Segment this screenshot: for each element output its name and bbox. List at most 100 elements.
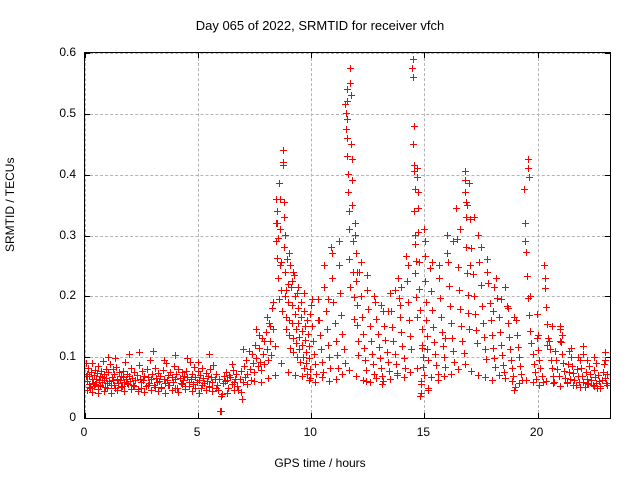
data-point	[222, 368, 230, 376]
data-point	[488, 376, 496, 384]
data-point	[571, 376, 579, 384]
data-point	[86, 384, 94, 392]
data-point	[411, 162, 419, 170]
data-point	[140, 377, 148, 385]
data-point	[107, 389, 115, 397]
data-point	[274, 219, 282, 227]
data-point	[91, 381, 99, 389]
data-point	[560, 359, 568, 367]
data-point	[454, 365, 462, 373]
data-point	[573, 365, 581, 373]
data-point	[251, 368, 259, 376]
data-point	[511, 314, 519, 322]
data-point	[488, 331, 496, 339]
data-point	[114, 375, 122, 383]
data-point	[145, 379, 153, 387]
data-point	[219, 380, 227, 388]
y-tick-label: 0.2	[59, 288, 76, 303]
data-point	[364, 271, 372, 279]
data-point	[562, 374, 570, 382]
data-point	[504, 319, 512, 327]
y-tick-mark-right	[605, 113, 610, 115]
data-point	[392, 360, 400, 368]
data-point	[448, 370, 456, 378]
data-point	[497, 341, 505, 349]
data-point	[148, 386, 156, 394]
data-point	[373, 374, 381, 382]
data-point	[166, 382, 174, 390]
data-point	[225, 385, 233, 393]
data-point	[306, 365, 314, 373]
data-point	[235, 387, 243, 395]
data-point	[565, 368, 573, 376]
data-point	[597, 383, 605, 391]
data-point	[134, 385, 142, 393]
data-point	[168, 387, 176, 395]
data-point	[215, 387, 222, 395]
data-point	[444, 259, 452, 267]
data-point	[446, 303, 454, 311]
data-point	[597, 385, 605, 393]
data-point	[216, 375, 224, 383]
data-point	[359, 376, 367, 384]
data-point	[442, 335, 450, 343]
data-point	[458, 323, 466, 331]
data-point	[398, 283, 406, 291]
data-point	[468, 368, 476, 376]
data-point	[102, 384, 110, 392]
data-point	[451, 358, 459, 366]
data-point	[153, 379, 161, 387]
data-point	[289, 335, 297, 343]
data-point	[501, 369, 509, 377]
data-point	[246, 365, 254, 373]
data-point	[259, 335, 267, 343]
data-point	[278, 308, 286, 316]
data-point	[462, 189, 470, 197]
data-point	[493, 274, 501, 282]
data-point	[348, 177, 356, 185]
data-point	[500, 361, 508, 369]
data-point	[545, 334, 553, 342]
x-tick-label: 10	[303, 425, 317, 439]
y-tick-label: 0.1	[59, 349, 76, 364]
data-point	[356, 268, 364, 276]
data-point	[165, 371, 173, 379]
data-point	[284, 280, 292, 288]
x-tick-mark	[311, 413, 313, 418]
data-point	[212, 385, 220, 393]
data-point	[291, 371, 299, 379]
data-point	[428, 307, 436, 315]
data-point	[523, 273, 531, 281]
data-point	[502, 374, 510, 382]
data-point	[422, 277, 430, 285]
data-point	[591, 374, 599, 382]
x-tick-label: 20	[529, 425, 544, 439]
data-point	[233, 370, 241, 378]
data-point	[453, 236, 461, 244]
data-point	[179, 377, 187, 385]
data-point	[328, 244, 336, 252]
data-point	[117, 384, 125, 392]
data-point	[143, 366, 151, 374]
data-point	[363, 367, 371, 375]
data-point	[546, 346, 554, 354]
data-point	[245, 347, 253, 355]
data-point	[496, 328, 504, 336]
data-point	[377, 301, 385, 309]
data-point	[124, 380, 132, 388]
data-point	[241, 362, 249, 370]
data-point	[484, 256, 492, 264]
data-point	[603, 381, 610, 389]
data-point	[389, 324, 397, 332]
data-point	[190, 381, 198, 389]
data-point	[331, 320, 339, 328]
data-point	[217, 407, 225, 415]
data-point	[587, 370, 595, 378]
data-point	[582, 368, 590, 376]
data-point	[289, 320, 297, 328]
data-point	[581, 384, 589, 392]
data-point	[460, 350, 468, 358]
data-point	[102, 365, 110, 373]
data-point	[542, 284, 549, 292]
data-point	[535, 346, 543, 354]
